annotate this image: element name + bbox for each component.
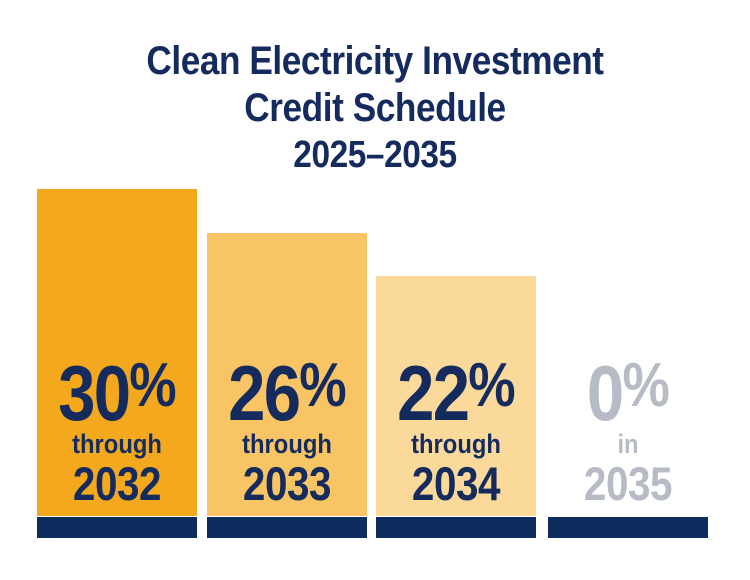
title-line-2: Credit Schedule: [244, 86, 506, 130]
percent-sign-icon: %: [622, 351, 670, 420]
bar-connector-2032: through: [72, 429, 162, 459]
bar-percent-2033: 26%: [228, 349, 347, 437]
bar-year-2033: 2033: [242, 457, 332, 510]
title-line-1: Clean Electricity Investment: [146, 39, 604, 83]
bar-base-2035: [548, 517, 708, 538]
bar-fill-2034: [376, 276, 536, 516]
bar-label-2034: 22% through 2034: [376, 350, 536, 508]
bar-year-2035: 2035: [583, 457, 673, 510]
bar-year-2032: 2032: [72, 457, 162, 510]
bar-label-2033: 26% through 2033: [207, 350, 367, 508]
bar-fill-2032: [37, 189, 197, 516]
bar-percent-2032: 30%: [58, 349, 177, 437]
bar-year-2034: 2034: [411, 457, 501, 510]
bar-base-2032: [37, 517, 197, 538]
bar-label-2035: 0% in 2035: [548, 350, 708, 508]
bar-fill-2033: [207, 233, 367, 516]
bar-connector-2033: through: [242, 429, 332, 459]
page-title: Clean Electricity Investment Credit Sche…: [0, 38, 750, 179]
bar-connector-2034: through: [411, 429, 501, 459]
bar-base-2033: [207, 517, 367, 538]
bar-base-2034: [376, 517, 536, 538]
bar-percent-2034: 22%: [397, 349, 516, 437]
percent-sign-icon: %: [129, 351, 176, 420]
percent-sign-icon: %: [468, 351, 515, 420]
title-line-3: 2025–2035: [293, 134, 457, 176]
percent-sign-icon: %: [299, 351, 346, 420]
bar-label-2032: 30% through 2032: [37, 350, 197, 508]
bar-connector-2035: in: [617, 429, 639, 459]
bar-percent-2035: 0%: [586, 349, 670, 437]
